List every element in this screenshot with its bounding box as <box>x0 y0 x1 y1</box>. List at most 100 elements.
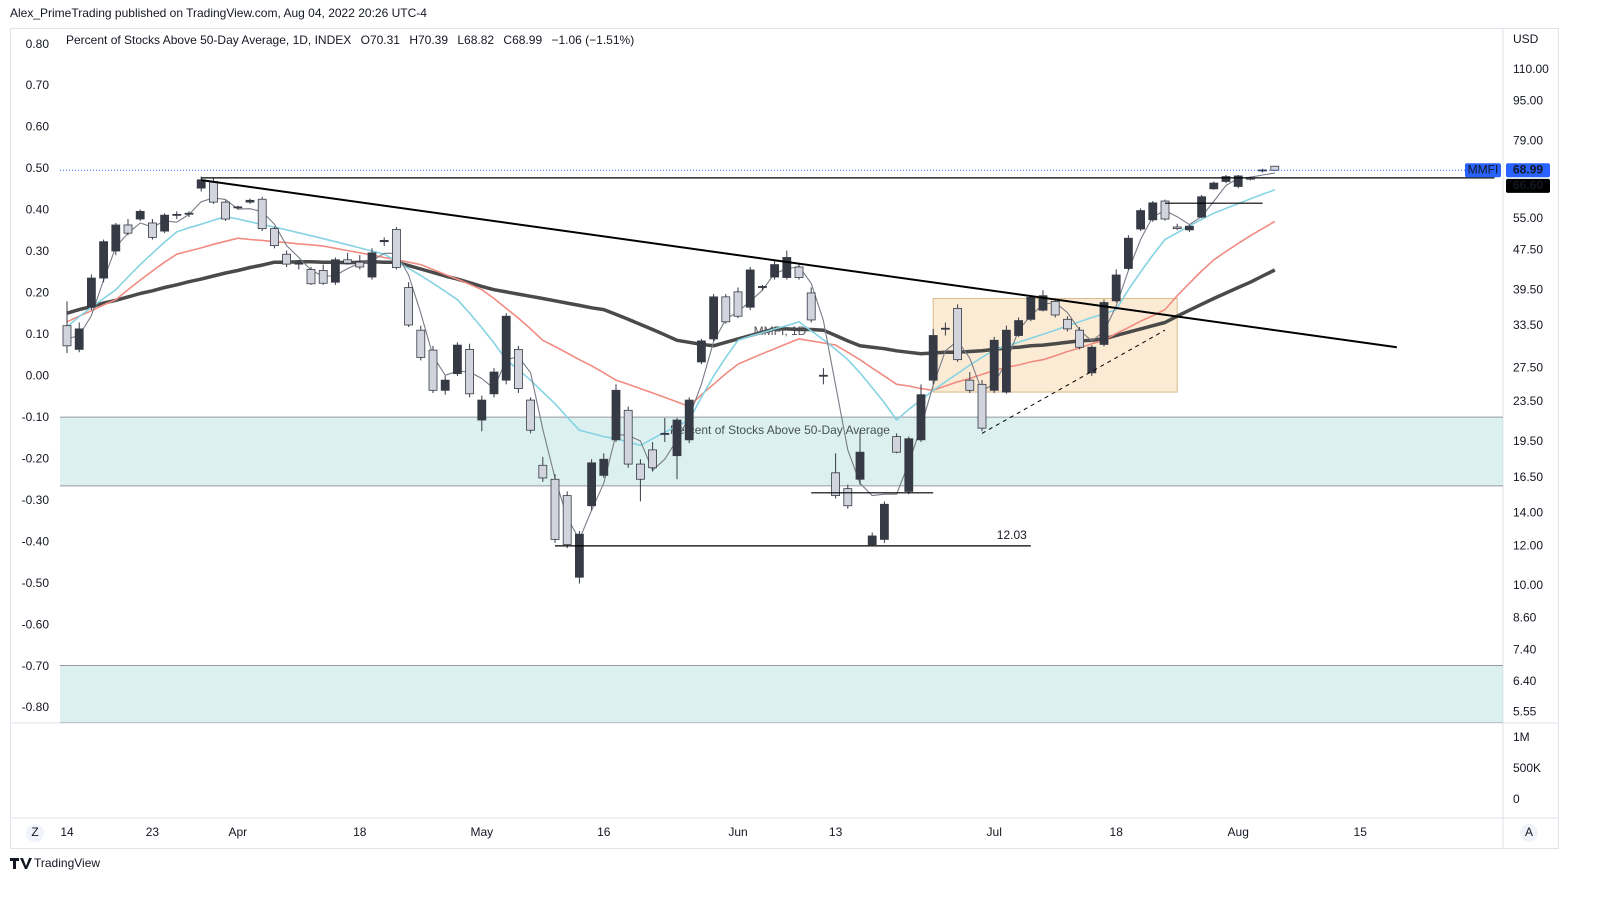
x-tick-label: 18 <box>353 825 367 839</box>
candle-body <box>147 222 157 238</box>
candle-body <box>819 374 828 377</box>
candle-body <box>1099 302 1109 345</box>
candle-body <box>1209 182 1219 190</box>
candle-body <box>928 335 938 381</box>
candle-body <box>770 264 779 278</box>
auto-button[interactable] <box>1520 824 1538 842</box>
x-tick-label: Apr <box>228 825 247 839</box>
candle-body <box>575 533 584 578</box>
candle-body <box>1050 300 1060 316</box>
candle-body <box>587 462 596 507</box>
candle-body <box>709 296 718 340</box>
candle-body <box>1026 297 1036 320</box>
zone-band <box>60 417 1503 486</box>
candle-body <box>391 229 401 268</box>
candle-body <box>941 327 950 330</box>
y-tick-label: -0.20 <box>22 451 50 465</box>
candle-body <box>721 296 731 323</box>
candle-body <box>343 259 353 264</box>
candle-body <box>1111 274 1121 302</box>
last-price-label: 68.99 <box>1513 162 1543 176</box>
volume-tick-label: 1M <box>1513 730 1530 744</box>
price-unit: USD <box>1513 32 1539 46</box>
candle-body <box>611 389 621 441</box>
y-tick-label: 0.60 <box>26 120 50 134</box>
candle-body <box>1160 200 1170 220</box>
candle-body <box>1148 202 1158 221</box>
y-tick-label: -0.30 <box>22 493 50 507</box>
candle-body <box>111 224 121 252</box>
y-tick-label: 0.10 <box>26 327 50 341</box>
y-tick-label: 0.30 <box>26 244 50 258</box>
candle-body <box>62 325 72 347</box>
symbol-tag: MMFI <box>1468 162 1499 176</box>
y2-tick-label: 16.50 <box>1513 470 1543 484</box>
candle-body <box>1197 196 1206 218</box>
candle-body <box>245 199 255 203</box>
x-tick-label: 13 <box>829 825 843 839</box>
log-button-label[interactable]: Z <box>31 825 38 839</box>
candle-body <box>916 394 926 441</box>
candle-body <box>953 307 962 361</box>
candle-body <box>599 458 609 476</box>
y-tick-label: -0.80 <box>22 700 50 714</box>
moving-average-line <box>66 189 1276 447</box>
y-tick-label: 0.70 <box>26 78 50 92</box>
candle-body <box>123 224 133 234</box>
x-tick-label: 15 <box>1354 825 1368 839</box>
candle-body <box>440 379 450 391</box>
y2-tick-label: 23.50 <box>1513 394 1543 408</box>
candle-body <box>379 239 389 243</box>
candle-body <box>1014 320 1023 336</box>
moving-average-line <box>66 259 1276 356</box>
y2-tick-label: 5.55 <box>1513 704 1537 718</box>
last-price-box <box>1506 163 1550 178</box>
y2-tick-label: 55.00 <box>1513 211 1543 225</box>
candle-body <box>538 464 548 479</box>
drawings: 12.03 <box>60 169 1503 547</box>
y-tick-label: 0.20 <box>26 286 50 300</box>
candle-body <box>745 269 755 308</box>
candle-body <box>1258 169 1267 172</box>
candle-body <box>318 270 328 284</box>
logo-icon <box>10 858 32 869</box>
y2-tick-label: 14.00 <box>1513 505 1543 519</box>
x-tick-label: 16 <box>597 825 611 839</box>
candle-body <box>697 340 706 363</box>
candle-body <box>794 266 804 278</box>
publisher-line: Alex_PrimeTrading published on TradingVi… <box>10 6 427 20</box>
x-tick-label: Jun <box>728 825 747 839</box>
candle-body <box>367 252 377 278</box>
legend-close: C68.99 <box>503 33 542 47</box>
candle-body <box>477 399 487 421</box>
x-tick-label: May <box>470 825 493 839</box>
candle-body <box>294 262 304 265</box>
candle-body <box>208 181 218 203</box>
trend-line <box>981 329 1166 434</box>
candle-body <box>428 349 438 391</box>
zone-band <box>60 665 1503 723</box>
candle-body <box>758 286 767 288</box>
candle-body <box>452 344 462 375</box>
candle-body <box>831 472 840 497</box>
candle-body <box>416 329 426 358</box>
trend-line <box>201 179 1397 349</box>
auto-button-label[interactable]: A <box>1525 825 1533 839</box>
y2-tick-label: 6.40 <box>1513 674 1537 688</box>
watermark-description: Percent of Stocks Above 50-Day Average <box>670 423 890 437</box>
candle-body <box>184 212 194 215</box>
volume-tick-label: 0 <box>1513 792 1520 806</box>
y2-tick-label: 27.50 <box>1513 360 1543 374</box>
moving-average-line <box>66 220 1276 408</box>
symbol-tag-box <box>1465 163 1501 178</box>
y2-tick-label: 12.00 <box>1513 539 1543 553</box>
candle-body <box>965 379 975 391</box>
log-button[interactable] <box>26 824 44 842</box>
candle-body <box>623 409 633 465</box>
logo-text: TradingView <box>34 856 100 870</box>
candle-body <box>1124 237 1133 269</box>
candle-body <box>74 328 84 350</box>
